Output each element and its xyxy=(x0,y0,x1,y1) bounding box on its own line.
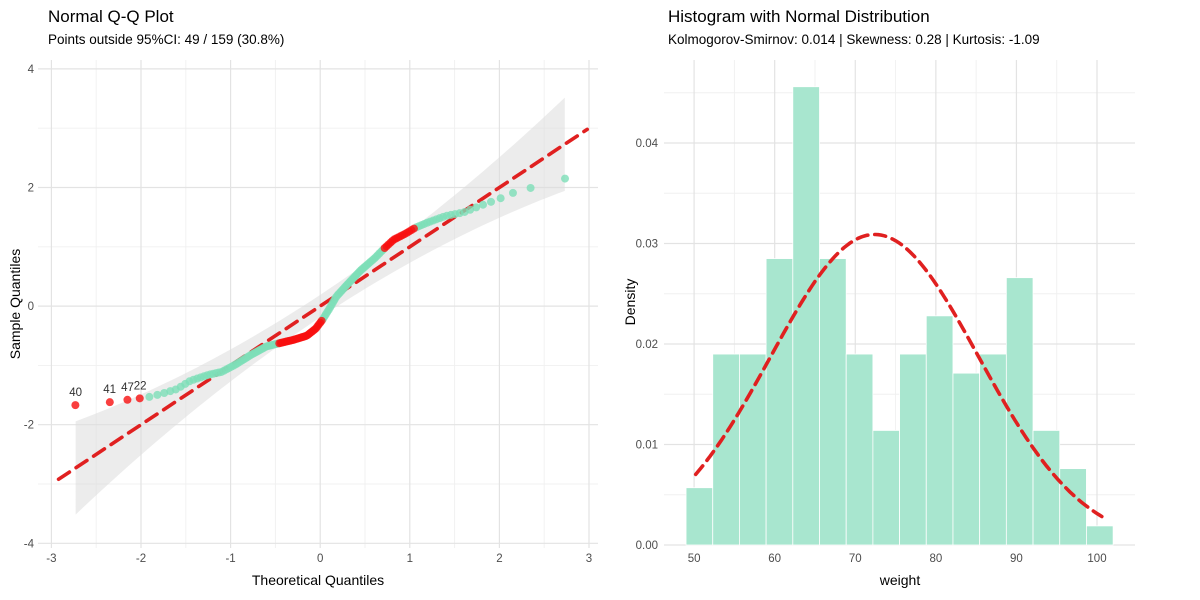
hist-subtitle: Kolmogorov-Smirnov: 0.014 | Skewness: 0.… xyxy=(668,32,1040,47)
hist-y-tick-label: 0.03 xyxy=(636,239,658,251)
hist-x-tick-label: 70 xyxy=(849,553,862,565)
qq-point-inside xyxy=(487,197,496,206)
hist-bar xyxy=(712,353,740,546)
qq-x-tick-label: -2 xyxy=(136,553,146,565)
hist-bar xyxy=(819,258,847,546)
qq-outlier-label: 47 xyxy=(121,382,134,394)
qq-y-tick-label: 0 xyxy=(28,301,34,313)
qq-point-inside xyxy=(160,389,169,398)
hist-bar xyxy=(952,372,981,546)
hist-x-tick-label: 90 xyxy=(1010,553,1023,565)
qq-subtitle: Points outside 95%CI: 49 / 159 (30.8%) xyxy=(48,32,285,47)
qq-x-tick-label: 0 xyxy=(317,553,323,565)
qq-point-inside xyxy=(153,390,162,399)
qq-x-tick-label: 3 xyxy=(586,553,592,565)
qq-point-inside xyxy=(496,194,505,203)
hist-bar xyxy=(979,353,1007,546)
qq-y-tick-label: -2 xyxy=(24,420,34,432)
hist-bar xyxy=(685,487,714,546)
qq-point-outside xyxy=(123,395,132,404)
qq-x-tick-label: 2 xyxy=(496,553,502,565)
qq-x-tick-label: 1 xyxy=(407,553,413,565)
hist-x-tick-label: 60 xyxy=(768,553,781,565)
qq-point-inside xyxy=(479,200,488,209)
histogram: 50 60 70 80 90 100 0.00 0.01 0.02 0.03 0.04 xyxy=(636,60,1135,565)
hist-bar xyxy=(765,258,794,546)
qq-point-inside xyxy=(561,174,570,183)
hist-bar xyxy=(925,315,954,546)
qq-point-outside xyxy=(317,316,326,325)
qq-y-tick-label: -4 xyxy=(24,538,35,550)
qq-y-tick-label: 4 xyxy=(28,64,35,76)
hist-title: Histogram with Normal Distribution xyxy=(668,7,930,26)
qq-reference-line xyxy=(56,127,590,482)
hist-bar xyxy=(1059,468,1087,546)
hist-bar xyxy=(1032,430,1061,546)
hist-x-tick-label: 50 xyxy=(688,553,701,565)
qq-title: Normal Q-Q Plot xyxy=(48,7,174,26)
hist-bar xyxy=(1005,277,1034,546)
hist-x-tick-label: 80 xyxy=(929,553,942,565)
qq-x-tick-label: -3 xyxy=(46,553,56,565)
qq-point-outside xyxy=(71,401,80,410)
qq-point-inside xyxy=(472,203,481,212)
qq-point-inside xyxy=(508,188,517,197)
qq-point-outside xyxy=(135,394,144,403)
hist-y-tick-label: 0.02 xyxy=(636,339,658,351)
qq-point-inside xyxy=(526,183,535,192)
qq-outlier-label: 40 xyxy=(69,387,82,399)
hist-yaxis-title: Density xyxy=(622,278,638,326)
hist-bar xyxy=(899,353,927,546)
qq-x-tick-label: -1 xyxy=(225,553,235,565)
hist-y-tick-label: 0.04 xyxy=(636,138,659,150)
qq-outlier-label: 41 xyxy=(103,384,116,396)
qq-xaxis-title: Theoretical Quantiles xyxy=(251,572,385,588)
hist-bar xyxy=(845,353,874,546)
hist-bar xyxy=(1086,525,1114,546)
hist-y-tick-label: 0.01 xyxy=(636,440,658,452)
hist-normal-curve xyxy=(693,232,1104,519)
qq-plot: 40 41 47 22 -3 -2 -1 0 1 2 3 -4 -2 0 2 4 xyxy=(24,60,598,565)
hist-bar xyxy=(792,86,820,546)
hist-bar xyxy=(739,353,767,546)
hist-bar xyxy=(872,430,900,546)
qq-point-inside xyxy=(145,392,154,401)
qq-yaxis-title: Sample Quantiles xyxy=(7,248,23,360)
qq-outlier-label: 22 xyxy=(134,380,147,392)
qq-y-tick-label: 2 xyxy=(28,183,34,195)
qq-point-inside xyxy=(466,205,475,214)
hist-y-tick-label: 0.00 xyxy=(636,540,658,552)
qq-point-outside xyxy=(409,224,418,233)
qq-point-outside xyxy=(105,398,114,407)
hist-xaxis-title: weight xyxy=(879,572,921,588)
hist-x-tick-label: 100 xyxy=(1087,553,1106,565)
